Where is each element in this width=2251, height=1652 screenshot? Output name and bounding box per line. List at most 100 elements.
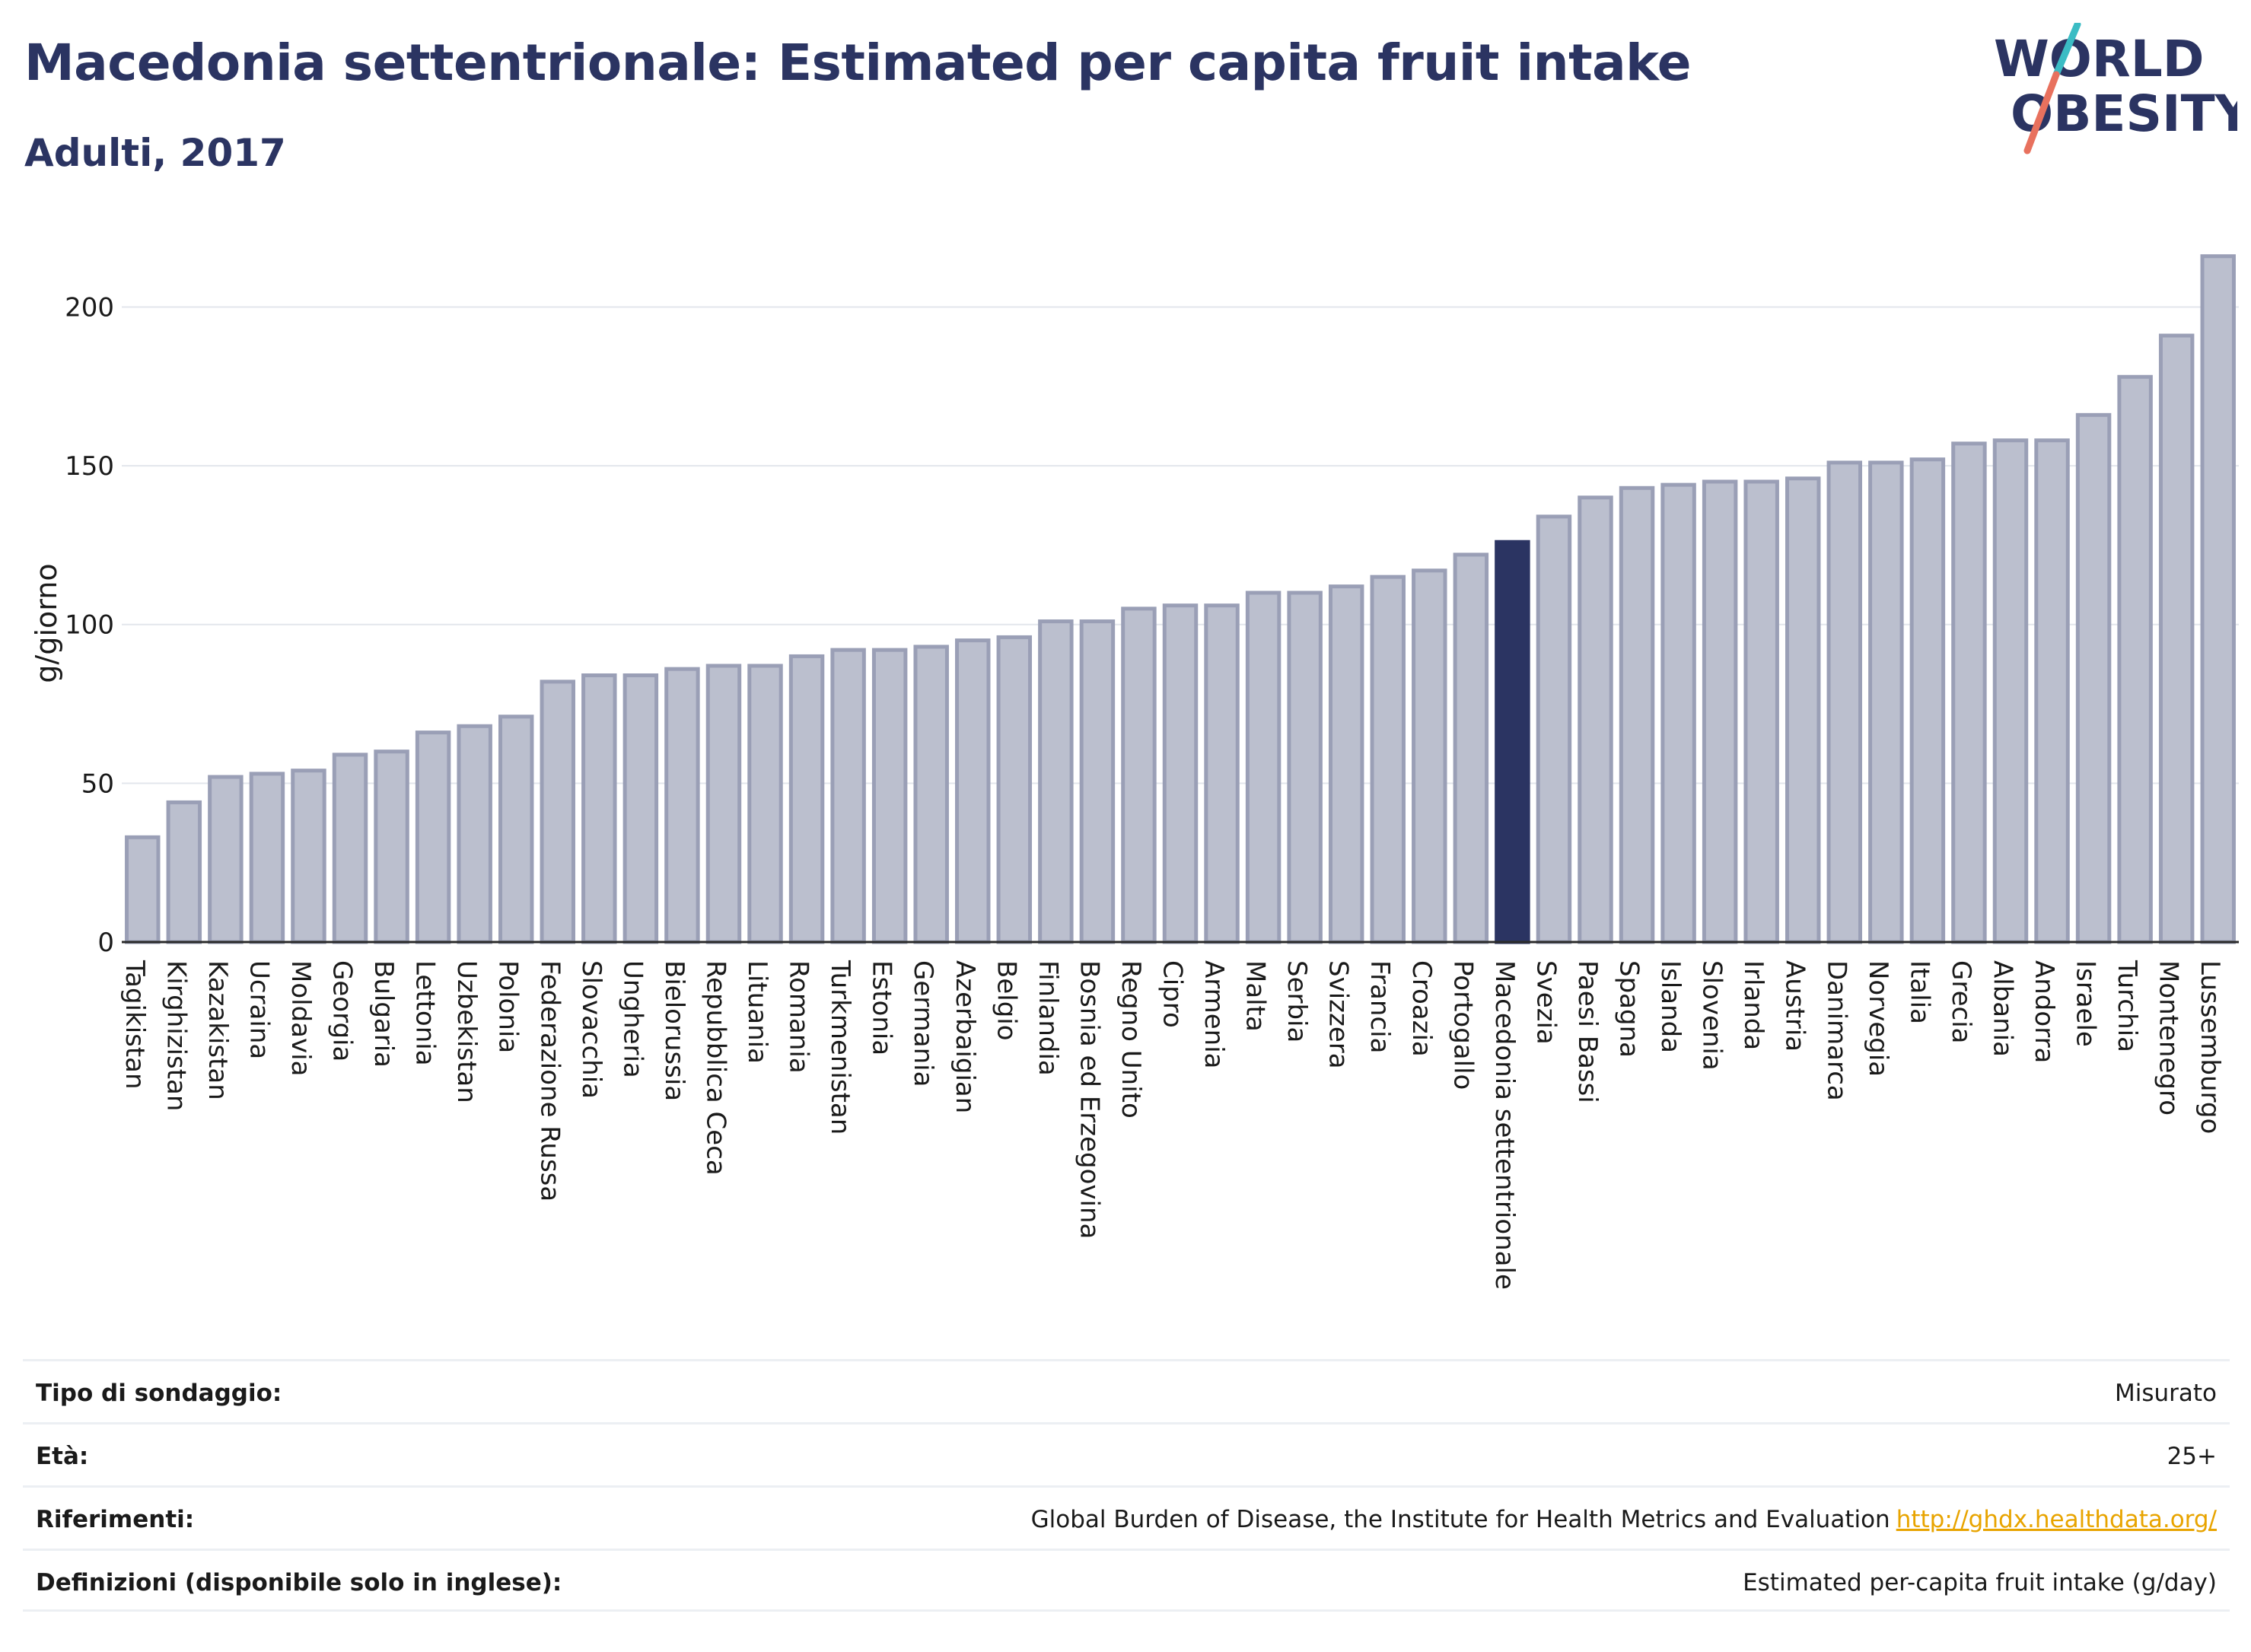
x-tick-label: Paesi Bassi (1572, 960, 1603, 1103)
bar[interactable] (1245, 590, 1282, 944)
bar[interactable] (457, 724, 492, 944)
bar[interactable] (2075, 412, 2112, 944)
bar[interactable] (1287, 590, 1323, 944)
bar[interactable] (788, 654, 825, 944)
bar[interactable] (1619, 485, 1655, 944)
bar[interactable] (1121, 606, 1157, 944)
x-tick-label: Polonia (493, 960, 524, 1053)
bar[interactable] (913, 645, 949, 944)
x-tick-label: Svezia (1530, 960, 1561, 1045)
bar[interactable] (1826, 460, 1863, 944)
bar[interactable] (955, 638, 991, 944)
bar[interactable] (125, 835, 161, 944)
x-tick-label: Bulgaria (368, 960, 399, 1068)
bar[interactable] (2158, 333, 2195, 944)
info-row-references: Riferimenti: Global Burden of Disease, t… (23, 1485, 2230, 1549)
info-row-age: Età: 25+ (23, 1422, 2230, 1485)
x-tick-label: Spagna (1614, 960, 1644, 1058)
x-tick-label: Tagikistan (119, 960, 150, 1090)
x-tick-label: Macedonia settentrionale (1489, 960, 1520, 1290)
x-tick-label: Bielorussia (659, 960, 689, 1101)
x-tick-label: Germania (908, 960, 938, 1087)
bar[interactable] (1412, 568, 1447, 944)
x-tick-label: Islanda (1655, 960, 1686, 1053)
bar[interactable] (1578, 495, 1613, 944)
x-tick-label: Malta (1240, 960, 1271, 1032)
info-value: Estimated per-capita fruit intake (g/day… (1743, 1569, 2217, 1596)
x-tick-label: Slovacchia (576, 960, 607, 1099)
y-tick-label: 0 (97, 928, 114, 958)
x-tick-label: Repubblica Ceca (700, 960, 731, 1176)
x-tick-label: Kirghizistan (161, 960, 191, 1111)
x-tick-label: Svizzera (1323, 960, 1354, 1069)
x-tick-label: Albania (1987, 960, 2017, 1057)
info-value: 25+ (2167, 1443, 2217, 1470)
bar[interactable] (2200, 254, 2236, 944)
bar[interactable] (540, 680, 575, 944)
bar[interactable] (622, 673, 659, 944)
info-value: Misurato (2114, 1380, 2217, 1407)
y-tick-labels: 0 50 100 150 200 (65, 292, 114, 958)
bar[interactable] (332, 753, 368, 944)
x-tick-label: Turchia (2112, 960, 2142, 1052)
y-tick-label: 50 (81, 769, 114, 799)
bar[interactable] (1328, 584, 1364, 944)
bar[interactable] (705, 664, 742, 944)
bar[interactable] (1660, 482, 1696, 944)
bar[interactable] (1785, 476, 1821, 944)
bar[interactable] (830, 648, 866, 944)
logo-slash-coral-icon (2023, 71, 2060, 154)
bar[interactable] (1370, 575, 1406, 944)
x-tick-label: Andorra (2029, 960, 2059, 1063)
bar-highlighted[interactable] (1495, 540, 1530, 944)
bar[interactable] (1038, 619, 1074, 944)
bar[interactable] (1743, 479, 1779, 944)
info-row-survey-type: Tipo di sondaggio: Misurato (23, 1359, 2230, 1422)
bar[interactable] (415, 731, 451, 944)
info-label: Età: (36, 1443, 89, 1470)
x-tick-label: Estonia (867, 960, 897, 1055)
bar[interactable] (1079, 619, 1116, 944)
bar[interactable] (498, 715, 534, 944)
bar[interactable] (208, 775, 244, 944)
bar[interactable] (249, 772, 285, 944)
bar[interactable] (1992, 438, 2029, 944)
x-tick-label: Moldavia (285, 960, 316, 1076)
bar[interactable] (1951, 441, 1987, 944)
info-table: Tipo di sondaggio: Misurato Età: 25+ Rif… (23, 1359, 2230, 1612)
x-tick-label: Federazione Russa (534, 960, 565, 1202)
logo-line1: WORLD (1994, 30, 2205, 88)
bar[interactable] (2117, 374, 2153, 944)
chart-subtitle: Adulti, 2017 (24, 131, 286, 175)
bar[interactable] (1204, 603, 1240, 944)
x-tick-label: Irlanda (1738, 960, 1769, 1050)
bar[interactable] (2034, 438, 2070, 944)
x-tick-label: Cipro (1157, 960, 1188, 1028)
bar[interactable] (1702, 479, 1738, 944)
bar[interactable] (871, 648, 908, 944)
bar[interactable] (1162, 603, 1199, 944)
x-tick-label: Romania (784, 960, 814, 1074)
info-value-references: Global Burden of Disease, the Institute … (1031, 1506, 2217, 1533)
x-tick-label: Finlandia (1033, 960, 1063, 1076)
reference-link[interactable]: http://ghdx.healthdata.org/ (1896, 1506, 2217, 1533)
bar[interactable] (996, 635, 1033, 944)
bar[interactable] (291, 769, 326, 944)
x-tick-label: Grecia (1946, 960, 1976, 1043)
bar[interactable] (166, 800, 202, 944)
x-tick-label: Israele (2071, 960, 2101, 1047)
bar[interactable] (374, 750, 409, 944)
bar-chart: 0 50 100 150 200 Tagikistan Kirghizistan Kazak… (30, 254, 2239, 1290)
x-tick-label: Ucraina (244, 960, 274, 1059)
x-tick-label: Georgia (327, 960, 358, 1062)
bar[interactable] (664, 667, 700, 944)
bar[interactable] (581, 673, 617, 944)
bar[interactable] (1909, 457, 1946, 944)
x-tick-label: Norvegia (1863, 960, 1893, 1077)
x-tick-label: Francia (1364, 960, 1395, 1053)
bar[interactable] (1453, 552, 1489, 944)
bar[interactable] (1536, 514, 1572, 944)
bar[interactable] (1868, 460, 1904, 944)
info-label: Riferimenti: (36, 1506, 195, 1533)
bar[interactable] (747, 664, 783, 944)
